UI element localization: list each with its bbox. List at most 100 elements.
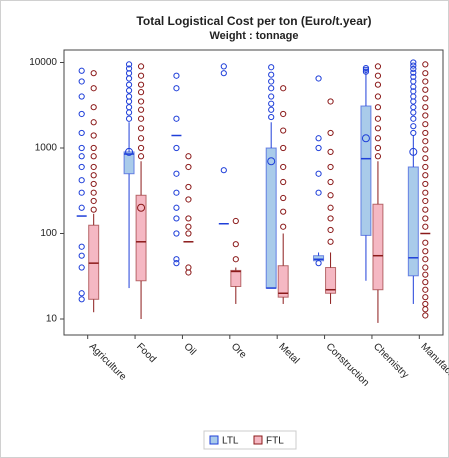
outlier <box>125 65 133 72</box>
outlier <box>280 110 287 118</box>
outlier <box>362 66 370 73</box>
outlier <box>137 89 145 96</box>
outlier <box>422 129 429 137</box>
legend-swatch <box>209 435 219 445</box>
outlier <box>327 215 334 222</box>
mean <box>137 203 146 212</box>
outlier <box>78 129 85 137</box>
outlier <box>422 294 429 301</box>
outlier <box>90 206 97 213</box>
outlier <box>422 256 429 263</box>
outlier <box>220 63 227 70</box>
outlier <box>422 121 429 128</box>
outlier <box>374 144 382 152</box>
outlier <box>90 163 97 171</box>
box <box>265 147 277 289</box>
outlier <box>327 226 334 234</box>
outlier <box>410 88 417 95</box>
outlier <box>185 264 192 271</box>
outlier <box>125 70 133 77</box>
outlier <box>315 144 322 152</box>
outlier <box>422 70 429 77</box>
outlier <box>173 215 180 222</box>
outlier <box>220 70 227 77</box>
outlier <box>268 85 275 92</box>
outlier <box>374 153 382 160</box>
outlier <box>137 144 145 152</box>
outlier <box>90 189 97 196</box>
outlier <box>90 180 97 188</box>
outlier <box>125 104 133 111</box>
outlier <box>90 132 97 139</box>
y-tick-label: 100 <box>40 228 57 239</box>
outlier <box>422 264 429 271</box>
outlier <box>410 62 417 69</box>
legend-swatch <box>253 435 263 445</box>
outlier <box>78 243 85 250</box>
outlier <box>137 115 145 122</box>
outlier <box>374 115 382 122</box>
outlier <box>173 115 180 122</box>
box <box>407 166 419 277</box>
outlier <box>410 69 417 76</box>
outlier <box>315 75 322 82</box>
y-tick-label: 1000 <box>35 143 58 154</box>
outlier <box>185 223 192 230</box>
box <box>277 265 289 298</box>
outlier <box>410 65 417 73</box>
outlier <box>220 167 227 174</box>
outlier <box>327 192 334 199</box>
outlier <box>78 78 85 85</box>
chart-title: Total Logistical Cost per ton (Euro/t.ye… <box>136 14 371 28</box>
outlier <box>137 153 145 160</box>
box <box>88 224 100 300</box>
outlier <box>173 170 180 177</box>
box <box>325 267 337 294</box>
outlier <box>232 241 239 248</box>
outlier <box>374 81 382 88</box>
outlier <box>137 106 145 113</box>
outlier <box>422 146 429 153</box>
outlier <box>173 144 180 152</box>
outlier <box>422 78 429 85</box>
chart-subtitle: Weight : tonnage <box>209 30 298 42</box>
outlier <box>410 73 417 80</box>
outlier <box>78 177 85 184</box>
outlier <box>422 86 429 93</box>
outlier <box>185 215 192 222</box>
plot-frame <box>63 49 444 336</box>
outlier <box>90 104 97 111</box>
outlier <box>268 113 275 121</box>
outlier <box>422 163 429 171</box>
outlier <box>173 72 180 79</box>
outlier <box>422 215 429 222</box>
box <box>360 105 372 236</box>
outlier <box>327 238 334 245</box>
outlier <box>90 144 97 152</box>
outlier <box>422 180 429 188</box>
outlier <box>280 223 287 230</box>
outlier <box>78 110 85 118</box>
outlier <box>410 78 417 85</box>
outlier <box>268 106 275 113</box>
outlier <box>327 163 334 171</box>
outlier <box>185 163 192 171</box>
outlier <box>422 155 429 162</box>
outlier <box>315 170 322 177</box>
outlier <box>280 144 287 152</box>
outlier <box>125 115 133 122</box>
outlier <box>90 70 97 77</box>
outlier <box>78 163 85 171</box>
outlier <box>374 125 382 132</box>
box <box>372 203 384 291</box>
outlier <box>374 104 382 111</box>
outlier <box>173 85 180 92</box>
outlier <box>78 189 85 196</box>
outlier <box>78 290 85 297</box>
outlier <box>137 72 145 79</box>
outlier <box>137 98 145 105</box>
outlier <box>422 189 429 196</box>
outlier <box>362 68 370 75</box>
outlier <box>78 296 85 303</box>
box <box>135 194 147 282</box>
